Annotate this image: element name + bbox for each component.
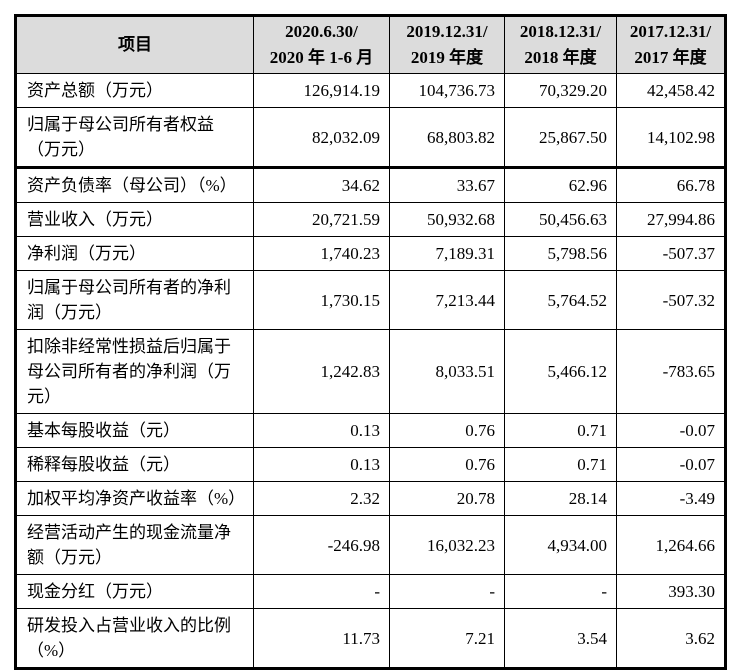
col-header-period-2019: 2019.12.31/ 2019 年度	[389, 15, 505, 74]
cell-value: 2.32	[253, 481, 390, 516]
cell-value: 393.30	[616, 574, 726, 609]
header-row: 项目 2020.6.30/ 2020 年 1-6 月 2019.12.31/ 2…	[15, 15, 726, 74]
cell-value: 8,033.51	[389, 329, 505, 414]
table-body: 资产总额（万元） 126,914.19 104,736.73 70,329.20…	[15, 73, 726, 669]
cell-value: 62.96	[504, 167, 617, 203]
row-label: 扣除非经常性损益后归属于母公司所有者的净利润（万元）	[15, 329, 254, 414]
table-row-total-assets: 资产总额（万元） 126,914.19 104,736.73 70,329.20…	[15, 73, 726, 108]
table-row-operating-cash-flow: 经营活动产生的现金流量净额（万元） -246.98 16,032.23 4,93…	[15, 515, 726, 575]
period-date: 2019.12.31/	[406, 22, 488, 41]
period-date: 2018.12.31/	[519, 22, 602, 41]
cell-value: 33.67	[389, 167, 505, 203]
cell-value: 7,189.31	[389, 236, 505, 271]
cell-value: 0.71	[504, 447, 617, 482]
cell-value: 5,466.12	[504, 329, 617, 414]
row-label: 稀释每股收益（元）	[15, 447, 254, 482]
cell-value: 104,736.73	[389, 73, 505, 108]
cell-value: 20,721.59	[253, 202, 390, 237]
cell-value: 27,994.86	[616, 202, 726, 237]
cell-value: 1,264.66	[616, 515, 726, 575]
cell-value: -0.07	[616, 447, 726, 482]
cell-value: 1,740.23	[253, 236, 390, 271]
row-label: 资产负债率（母公司）（%）	[15, 167, 254, 203]
col-header-period-2020h1: 2020.6.30/ 2020 年 1-6 月	[253, 15, 390, 74]
cell-value: 1,730.15	[253, 270, 390, 330]
table-row-parent-equity: 归属于母公司所有者权益（万元） 82,032.09 68,803.82 25,8…	[15, 107, 726, 169]
cell-value: 82,032.09	[253, 107, 390, 169]
period-range: 2018 年度	[524, 48, 597, 67]
period-date: 2020.6.30/	[285, 22, 358, 41]
cell-value: 1,242.83	[253, 329, 390, 414]
cell-value: 11.73	[253, 608, 390, 669]
col-header-period-2017: 2017.12.31/ 2017 年度	[616, 15, 726, 74]
table-row-debt-ratio: 资产负债率（母公司）（%） 34.62 33.67 62.96 66.78	[15, 167, 726, 203]
row-label: 净利润（万元）	[15, 236, 254, 271]
row-label: 现金分红（万元）	[15, 574, 254, 609]
cell-value: 5,764.52	[504, 270, 617, 330]
cell-value: 0.71	[504, 413, 617, 448]
financial-metrics-table: 项目 2020.6.30/ 2020 年 1-6 月 2019.12.31/ 2…	[14, 14, 727, 670]
table-row-net-profit-excl-nonrecurring: 扣除非经常性损益后归属于母公司所有者的净利润（万元） 1,242.83 8,03…	[15, 329, 726, 414]
row-label: 归属于母公司所有者的净利润（万元）	[15, 270, 254, 330]
cell-value: 7,213.44	[389, 270, 505, 330]
cell-value: -246.98	[253, 515, 390, 575]
period-range: 2020 年 1-6 月	[269, 48, 374, 67]
row-label: 营业收入（万元）	[15, 202, 254, 237]
table-row-revenue: 营业收入（万元） 20,721.59 50,932.68 50,456.63 2…	[15, 202, 726, 237]
cell-value: 0.13	[253, 413, 390, 448]
cell-value: 28.14	[504, 481, 617, 516]
cell-value: -	[253, 574, 390, 609]
cell-value: 0.13	[253, 447, 390, 482]
cell-value: 34.62	[253, 167, 390, 203]
row-label: 归属于母公司所有者权益（万元）	[15, 107, 254, 169]
col-header-item-label: 项目	[118, 35, 152, 54]
table-row-weighted-avg-roe: 加权平均净资产收益率（%） 2.32 20.78 28.14 -3.49	[15, 481, 726, 516]
cell-value: -	[389, 574, 505, 609]
table-row-cash-dividend: 现金分红（万元） - - - 393.30	[15, 574, 726, 609]
row-label: 经营活动产生的现金流量净额（万元）	[15, 515, 254, 575]
row-label: 加权平均净资产收益率（%）	[15, 481, 254, 516]
col-header-period-2018: 2018.12.31/ 2018 年度	[504, 15, 617, 74]
cell-value: -507.32	[616, 270, 726, 330]
cell-value: -0.07	[616, 413, 726, 448]
cell-value: 50,932.68	[389, 202, 505, 237]
cell-value: -783.65	[616, 329, 726, 414]
row-label: 资产总额（万元）	[15, 73, 254, 108]
cell-value: 7.21	[389, 608, 505, 669]
cell-value: -3.49	[616, 481, 726, 516]
cell-value: 126,914.19	[253, 73, 390, 108]
cell-value: 3.54	[504, 608, 617, 669]
cell-value: 68,803.82	[389, 107, 505, 169]
cell-value: 0.76	[389, 447, 505, 482]
table-row-diluted-eps: 稀释每股收益（元） 0.13 0.76 0.71 -0.07	[15, 447, 726, 482]
row-label: 研发投入占营业收入的比例（%）	[15, 608, 254, 669]
table-row-basic-eps: 基本每股收益（元） 0.13 0.76 0.71 -0.07	[15, 413, 726, 448]
cell-value: 25,867.50	[504, 107, 617, 169]
cell-value: 14,102.98	[616, 107, 726, 169]
cell-value: 0.76	[389, 413, 505, 448]
cell-value: 66.78	[616, 167, 726, 203]
table-header: 项目 2020.6.30/ 2020 年 1-6 月 2019.12.31/ 2…	[15, 15, 726, 74]
col-header-item: 项目	[15, 15, 254, 74]
cell-value: 16,032.23	[389, 515, 505, 575]
cell-value: 50,456.63	[504, 202, 617, 237]
cell-value: 4,934.00	[504, 515, 617, 575]
table-row-rd-expense-ratio: 研发投入占营业收入的比例（%） 11.73 7.21 3.54 3.62	[15, 608, 726, 669]
table-row-net-profit: 净利润（万元） 1,740.23 7,189.31 5,798.56 -507.…	[15, 236, 726, 271]
cell-value: 42,458.42	[616, 73, 726, 108]
cell-value: 70,329.20	[504, 73, 617, 108]
cell-value: -507.37	[616, 236, 726, 271]
row-label: 基本每股收益（元）	[15, 413, 254, 448]
cell-value: 3.62	[616, 608, 726, 669]
period-range: 2019 年度	[410, 48, 484, 67]
cell-value: 20.78	[389, 481, 505, 516]
cell-value: -	[504, 574, 617, 609]
period-range: 2017 年度	[634, 48, 707, 67]
table-row-parent-net-profit: 归属于母公司所有者的净利润（万元） 1,730.15 7,213.44 5,76…	[15, 270, 726, 330]
cell-value: 5,798.56	[504, 236, 617, 271]
period-date: 2017.12.31/	[629, 22, 712, 41]
